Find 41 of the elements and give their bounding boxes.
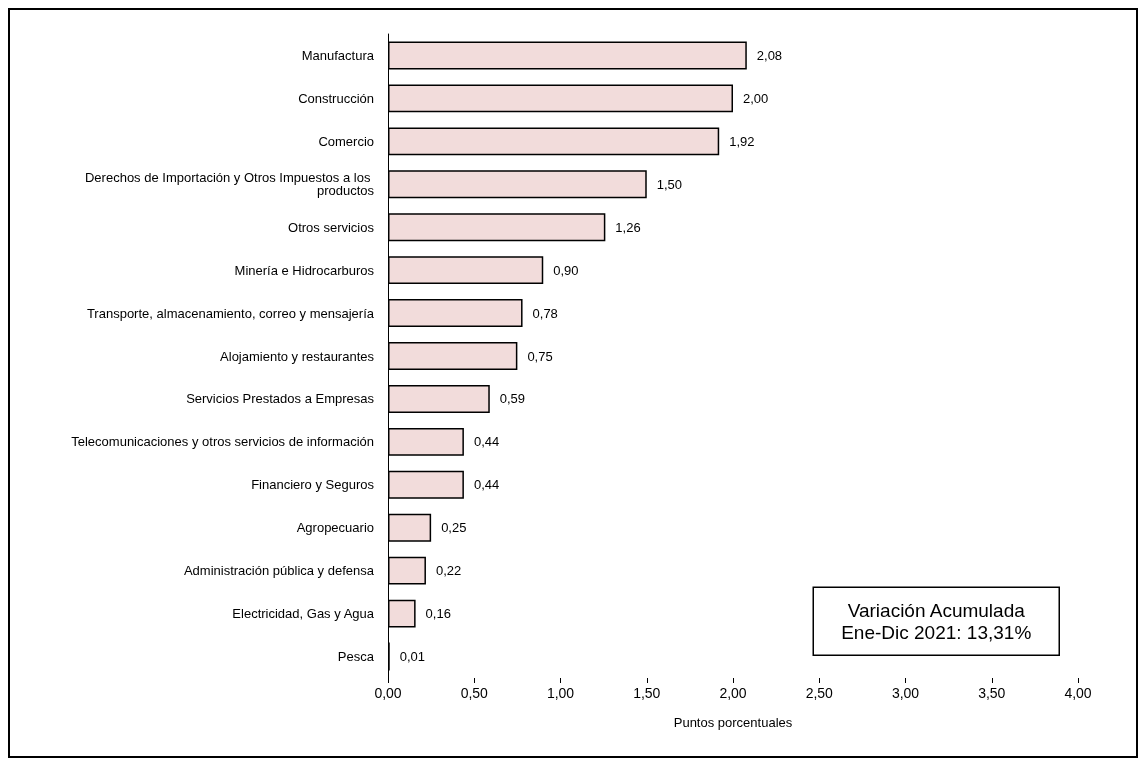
data-label: 0,44 bbox=[473, 477, 500, 493]
data-label: 0,59 bbox=[499, 391, 526, 407]
y-tick-label: Agropecuario bbox=[296, 520, 374, 536]
data-label: 0,44 bbox=[473, 434, 500, 450]
y-tick-label: Construcción bbox=[298, 90, 374, 106]
y-tick-label: Transporte, almacenamiento, correo y mensajería bbox=[86, 305, 375, 321]
x-tick-label: 4,00 bbox=[1064, 685, 1092, 701]
x-tick-label: 2,50 bbox=[805, 685, 834, 701]
x-tick-label: 3,00 bbox=[891, 685, 920, 701]
x-tick-label: 0,50 bbox=[460, 685, 489, 701]
y-tick-label: Financiero y Seguros bbox=[251, 477, 375, 493]
y-tick-label: Minería e Hidrocarburos bbox=[234, 262, 375, 278]
data-label: 2,00 bbox=[743, 90, 769, 106]
data-label: 0,75 bbox=[527, 348, 553, 364]
data-label: 0,78 bbox=[532, 305, 558, 321]
x-axis-title: Puntos porcentuales bbox=[673, 715, 793, 730]
y-tick-label: Administración pública y defensa bbox=[183, 563, 375, 579]
y-tick-label: Servicios Prestados a Empresas bbox=[186, 391, 375, 407]
y-tick-label: Telecomunicaciones y otros servicios de información bbox=[71, 434, 374, 450]
x-tick-label: 1,00 bbox=[546, 685, 575, 701]
y-tick-label: Pesca bbox=[337, 649, 375, 665]
data-label: 1,92 bbox=[729, 133, 755, 149]
y-tick-label: Manufactura bbox=[301, 47, 375, 63]
y-tick-label: Derechos de Importación y Otros Impuestos a los productos bbox=[84, 170, 375, 199]
data-label: 0,01 bbox=[399, 649, 426, 665]
data-label: 0,25 bbox=[441, 520, 467, 536]
x-tick-label: 0,00 bbox=[374, 685, 402, 701]
y-tick-label: Comercio bbox=[318, 133, 374, 149]
data-label: 0,90 bbox=[553, 262, 579, 278]
data-label: 1,50 bbox=[656, 176, 683, 192]
x-tick-label: 1,50 bbox=[633, 685, 661, 701]
y-tick-label: Otros servicios bbox=[288, 219, 375, 235]
y-tick-label: Alojamiento y restaurantes bbox=[220, 348, 375, 364]
x-tick-label: 2,00 bbox=[719, 685, 747, 701]
annotation: Variación Acumulada Ene-Dic 2021: 13,31% bbox=[841, 599, 1032, 643]
data-label: 2,08 bbox=[756, 47, 783, 63]
data-label: 0,22 bbox=[435, 563, 462, 579]
x-tick-label: 3,50 bbox=[978, 685, 1006, 701]
y-tick-label: Electricidad, Gas y Agua bbox=[232, 606, 375, 622]
data-label: 0,16 bbox=[425, 606, 451, 622]
data-label: 1,26 bbox=[615, 219, 641, 235]
